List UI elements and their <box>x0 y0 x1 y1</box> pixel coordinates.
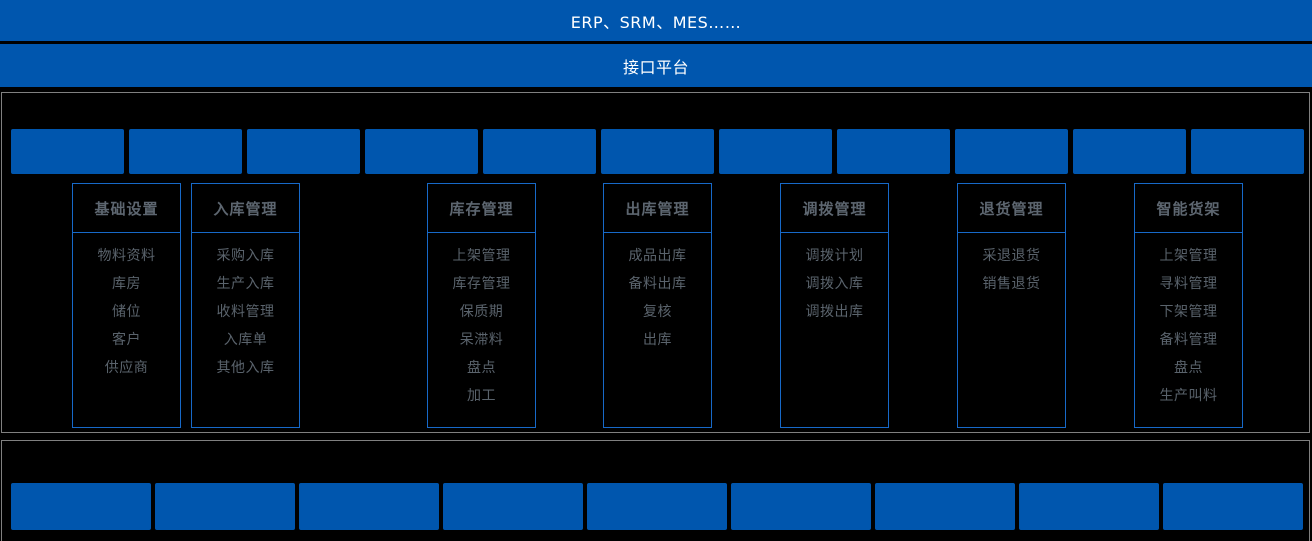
module-card-5[interactable]: 调拨管理调拨计划调拨入库调拨出库 <box>780 183 889 428</box>
module-card-item[interactable]: 上架管理 <box>452 248 511 264</box>
module-card-items: 成品出库备料出库复核出库 <box>604 233 711 427</box>
tab-box-8[interactable] <box>837 129 950 174</box>
interface-platform-label: 接口平台 <box>622 57 689 77</box>
module-card-item[interactable]: 储位 <box>112 304 141 320</box>
main-panel: 基础设置 物料资料 库房 储位 客户 供应商 入库管理 采购入库 生产入库 收料管理 入库单 其他入库… <box>1 92 1310 433</box>
module-card-item[interactable]: 采退退货 <box>982 248 1041 264</box>
module-card-item[interactable]: 其他入库 <box>216 360 275 376</box>
module-card-item[interactable]: 呆滞料 <box>459 332 504 348</box>
module-card-item[interactable]: 下架管理 <box>1159 304 1218 320</box>
module-card-item[interactable]: 库房 <box>112 276 141 292</box>
bottom-box-7[interactable] <box>875 483 1015 530</box>
module-card-items: 采购入库生产入库收料管理入库单其他入库 <box>192 233 299 427</box>
module-card-item[interactable]: 采购入库 <box>216 248 275 264</box>
module-card-item[interactable]: 调拨出库 <box>805 304 864 320</box>
module-card-item[interactable]: 寻料管理 <box>1159 276 1218 292</box>
interface-platform-banner: 接口平台 <box>0 44 1312 87</box>
tab-box-7[interactable] <box>719 129 832 174</box>
module-card-1[interactable]: 基础设置物料资料库房储位客户供应商 <box>72 183 181 428</box>
bottom-box-9[interactable] <box>1163 483 1303 530</box>
bottom-panel <box>1 440 1310 541</box>
module-card-items: 调拨计划调拨入库调拨出库 <box>781 233 888 427</box>
module-card-items: 上架管理库存管理保质期呆滞料盘点加工 <box>428 233 535 427</box>
erp-systems-label: ERP、SRM、MES…… <box>570 12 742 32</box>
bottom-box-8[interactable] <box>1019 483 1159 530</box>
tab-box-9[interactable] <box>955 129 1068 174</box>
tab-box-11[interactable] <box>1191 129 1304 174</box>
bottom-strip <box>11 483 1312 530</box>
module-card-title: 基础设置 <box>73 184 180 233</box>
erp-systems-banner: ERP、SRM、MES…… <box>0 0 1312 41</box>
module-card-title: 入库管理 <box>192 184 299 233</box>
module-card-item[interactable]: 调拨入库 <box>805 276 864 292</box>
tab-strip <box>11 129 1312 174</box>
module-card-item[interactable]: 入库单 <box>223 332 268 348</box>
module-card-item[interactable]: 上架管理 <box>1159 248 1218 264</box>
tab-box-6[interactable] <box>601 129 714 174</box>
bottom-box-6[interactable] <box>731 483 871 530</box>
module-card-item[interactable]: 收料管理 <box>216 304 275 320</box>
module-card-item[interactable]: 生产叫料 <box>1159 388 1218 404</box>
module-card-item[interactable]: 销售退货 <box>982 276 1041 292</box>
module-card-items: 物料资料库房储位客户供应商 <box>73 233 180 427</box>
module-card-item[interactable]: 客户 <box>112 332 141 348</box>
module-card-items: 采退退货 销售退货 <box>958 233 1065 427</box>
module-card-item[interactable]: 盘点 <box>1174 360 1203 376</box>
tab-box-4[interactable] <box>365 129 478 174</box>
bottom-box-4[interactable] <box>443 483 583 530</box>
module-cards-layer: 基础设置 物料资料 库房 储位 客户 供应商 入库管理 采购入库 生产入库 收料管理 入库单 其他入库… <box>2 93 1311 434</box>
module-card-item[interactable]: 供应商 <box>104 360 149 376</box>
module-card-item[interactable]: 备料管理 <box>1159 332 1218 348</box>
module-card-item[interactable]: 保质期 <box>459 304 504 320</box>
module-card-item[interactable]: 出库 <box>643 332 672 348</box>
module-card-4[interactable]: 出库管理成品出库备料出库复核出库 <box>603 183 712 428</box>
module-card-item[interactable]: 库存管理 <box>452 276 511 292</box>
bottom-box-2[interactable] <box>155 483 295 530</box>
module-card-item[interactable]: 盘点 <box>467 360 496 376</box>
module-card-7[interactable]: 智能货架上架管理寻料管理下架管理备料管理盘点生产叫料 <box>1134 183 1243 428</box>
bottom-box-3[interactable] <box>299 483 439 530</box>
bottom-box-5[interactable] <box>587 483 727 530</box>
module-card-items: 上架管理寻料管理下架管理备料管理盘点生产叫料 <box>1135 233 1242 427</box>
module-card-2[interactable]: 入库管理采购入库生产入库收料管理入库单其他入库 <box>191 183 300 428</box>
module-card-title: 退货管理 <box>958 184 1065 233</box>
module-card-item[interactable]: 物料资料 <box>97 248 156 264</box>
module-card-item[interactable]: 生产入库 <box>216 276 275 292</box>
module-card-title: 出库管理 <box>604 184 711 233</box>
module-card-item[interactable]: 加工 <box>467 388 496 404</box>
module-card-title: 智能货架 <box>1135 184 1242 233</box>
module-card-title: 库存管理 <box>428 184 535 233</box>
tab-box-1[interactable] <box>11 129 124 174</box>
module-card-3[interactable]: 库存管理 上架管理 库存管理 保质期 呆滞料 盘点 加工 <box>427 183 536 428</box>
tab-box-2[interactable] <box>129 129 242 174</box>
tab-box-10[interactable] <box>1073 129 1186 174</box>
module-card-item[interactable]: 成品出库 <box>628 248 687 264</box>
module-card-item[interactable]: 调拨计划 <box>805 248 864 264</box>
module-card-item[interactable]: 备料出库 <box>628 276 687 292</box>
tab-box-5[interactable] <box>483 129 596 174</box>
module-card-title: 调拨管理 <box>781 184 888 233</box>
module-card-item[interactable]: 复核 <box>643 304 672 320</box>
tab-box-3[interactable] <box>247 129 360 174</box>
bottom-box-1[interactable] <box>11 483 151 530</box>
module-card-6[interactable]: 退货管理采退退货销售退货 <box>957 183 1066 428</box>
